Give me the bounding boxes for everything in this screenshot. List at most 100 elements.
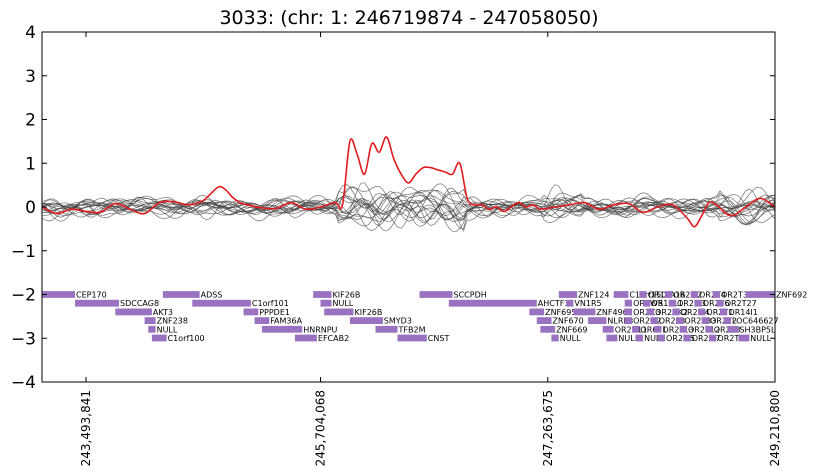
gene-label: ZNF692 bbox=[776, 291, 807, 300]
gene-label: OR2M2 bbox=[673, 291, 702, 300]
gene-bar bbox=[144, 317, 156, 324]
background-series-line bbox=[41, 183, 776, 230]
axes: 4 3 2 1 0 −1 −2 −3 −4 243,493,841 245,704,068 247,2… bbox=[11, 23, 782, 466]
gene-label: C1orf101 bbox=[252, 299, 289, 308]
gene-bar bbox=[635, 334, 643, 342]
gene-label: NULL bbox=[157, 325, 178, 334]
gene-label: OR2T12 bbox=[688, 325, 720, 334]
y-tick-label: 1 bbox=[25, 154, 36, 174]
gene-label: ZNF669 bbox=[556, 325, 587, 334]
gene-label: OR2T35 bbox=[721, 291, 753, 300]
background-series-line bbox=[41, 193, 776, 222]
y-tick-label: 2 bbox=[25, 111, 36, 131]
gene-track: CEP170SDCCAG8AKT3ZNF238NULLC1orf100ADSSC… bbox=[42, 291, 807, 343]
gene-bar bbox=[694, 299, 702, 307]
y-tick-label: 3 bbox=[25, 67, 36, 87]
gene-bar bbox=[349, 317, 383, 324]
gene-label: OR2AK2 bbox=[655, 308, 688, 317]
gene-label: OR2M3 bbox=[677, 299, 706, 308]
x-tick-label: 245,704,068 bbox=[314, 390, 328, 466]
y-tick-label: 0 bbox=[25, 198, 36, 218]
gene-label: FAM36A bbox=[270, 317, 302, 326]
gene-label: OR2M5 bbox=[666, 334, 695, 343]
gene-bar bbox=[657, 334, 665, 342]
gene-label: SCCPDH bbox=[454, 291, 487, 300]
background-series-line bbox=[41, 189, 776, 232]
gene-bar bbox=[419, 291, 453, 298]
gene-label: OR2G2 bbox=[633, 317, 661, 326]
gene-bar bbox=[606, 334, 618, 342]
gene-bar bbox=[243, 308, 259, 316]
gene-bar bbox=[676, 317, 684, 324]
gene-bar bbox=[690, 291, 698, 298]
gene-bar bbox=[536, 317, 552, 324]
gene-label: KIF26B bbox=[355, 308, 383, 317]
gene-label: ZNF695 bbox=[545, 308, 576, 317]
gene-label: OR6F1 bbox=[640, 325, 667, 334]
gene-bar bbox=[375, 325, 398, 333]
gene-label: OR2L13 bbox=[662, 325, 694, 334]
background-series-line bbox=[41, 187, 776, 227]
gene-bar bbox=[723, 317, 731, 324]
gene-bar bbox=[42, 291, 75, 298]
y-tick-label: −4 bbox=[11, 373, 36, 393]
gene-label: SH3BP5L bbox=[739, 325, 776, 334]
gene-bar bbox=[672, 308, 680, 316]
gene-bar bbox=[162, 291, 200, 298]
gene-bar bbox=[701, 317, 709, 324]
gene-bar bbox=[632, 325, 640, 333]
gene-label: SDCCAG8 bbox=[120, 299, 159, 308]
gene-bar bbox=[448, 299, 537, 307]
gene-bar bbox=[650, 317, 658, 324]
gene-bar bbox=[716, 299, 724, 307]
gene-bar bbox=[529, 308, 545, 316]
background-series-line bbox=[41, 192, 776, 222]
gene-label: AHCTF1 bbox=[538, 299, 570, 308]
gene-label: OR2T4 bbox=[699, 291, 726, 300]
gene-bar bbox=[324, 308, 354, 316]
gene-bar bbox=[624, 308, 632, 316]
gene-bar bbox=[646, 308, 654, 316]
gene-label: C1orf100 bbox=[168, 334, 205, 343]
gene-label: EFCAB2 bbox=[318, 334, 349, 343]
gene-label: CEP170 bbox=[76, 291, 107, 300]
gene-label: NULL bbox=[750, 334, 771, 343]
gene-bar bbox=[151, 334, 167, 342]
gene-label: VN1R5 bbox=[574, 299, 601, 308]
gene-label: OR2M4 bbox=[681, 308, 710, 317]
gene-bar bbox=[705, 325, 713, 333]
gene-bar bbox=[624, 317, 632, 324]
gene-bar bbox=[75, 299, 119, 307]
gene-bar bbox=[294, 334, 317, 342]
gene-label: OR2T33 bbox=[684, 317, 716, 326]
gene-label: OR2T6 bbox=[703, 299, 730, 308]
gene-bar bbox=[720, 308, 728, 316]
gene-bar bbox=[148, 325, 156, 333]
gene-label: ZNF238 bbox=[157, 317, 188, 326]
gene-bar bbox=[683, 334, 691, 342]
gene-bar bbox=[738, 334, 750, 342]
gene-label: ZNF496 bbox=[596, 308, 627, 317]
y-tick-label: −3 bbox=[11, 329, 36, 349]
gene-bar bbox=[709, 334, 717, 342]
gene-bar bbox=[540, 325, 556, 333]
gene-label: AKT3 bbox=[153, 308, 173, 317]
gene-bar bbox=[712, 291, 720, 298]
chart-title: 3033: (chr: 1: 246719874 - 247058050) bbox=[219, 7, 598, 29]
x-tick-label: 247,263,675 bbox=[541, 390, 555, 466]
gene-label: LOC646627 bbox=[732, 317, 779, 326]
gene-bar bbox=[320, 299, 332, 307]
gene-label: C1orf150 bbox=[629, 291, 666, 300]
gene-bar bbox=[643, 299, 651, 307]
gene-bar bbox=[566, 299, 574, 307]
gene-label: ZNF670 bbox=[552, 317, 583, 326]
gene-bar bbox=[254, 317, 270, 324]
highlight-series-group bbox=[41, 136, 776, 228]
gene-label: ADSS bbox=[201, 291, 223, 300]
y-tick-label: −2 bbox=[11, 286, 36, 306]
gene-label: NULL bbox=[618, 334, 639, 343]
gene-bar bbox=[551, 334, 559, 342]
x-tick-label: 249,210,800 bbox=[768, 390, 782, 466]
gene-bar bbox=[192, 299, 251, 307]
background-series-line bbox=[41, 191, 776, 221]
